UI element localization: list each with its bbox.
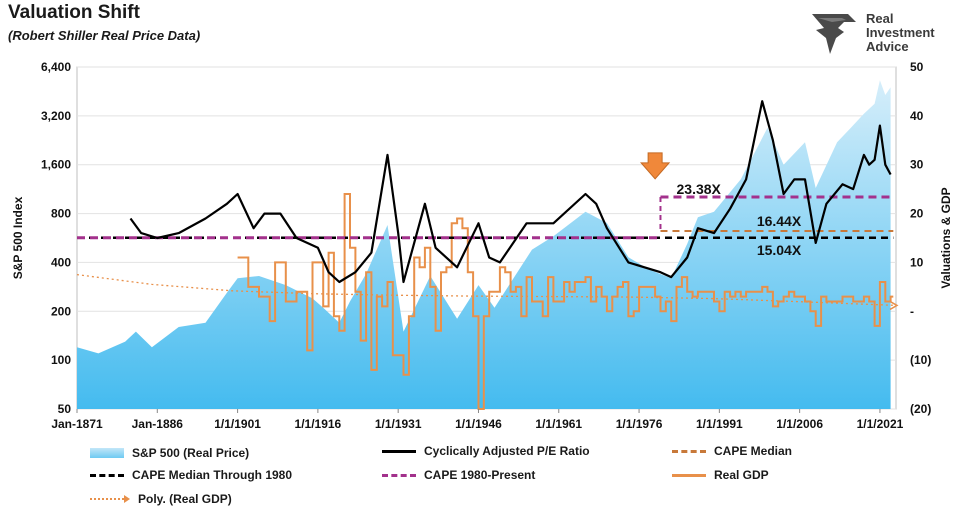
legend-label: Real GDP [714, 468, 769, 482]
real-gdp-line [237, 193, 894, 410]
legend-swatch-area [90, 448, 124, 458]
legend-item-cape-1980-present: CAPE 1980-Present [382, 468, 535, 482]
chart-subtitle: (Robert Shiller Real Price Data) [8, 28, 201, 43]
right-axis-label: Valuations & GDP [939, 187, 953, 288]
legend-item-poly-gdp: Poly. (Real GDP) [90, 492, 232, 506]
chart-legend: S&P 500 (Real Price) Cyclically Adjusted… [0, 440, 964, 517]
x-axis-tick: 1/1/1916 [295, 417, 342, 431]
right-axis-tick: 20 [910, 207, 924, 221]
legend-swatch-dash [90, 473, 124, 477]
annotation-label: 16.44X [757, 213, 802, 229]
x-axis-tick: 1/1/1931 [375, 417, 422, 431]
chart-title: Valuation Shift [8, 2, 140, 23]
left-axis-tick: 6,400 [41, 60, 71, 74]
legend-item-cape-median: CAPE Median [672, 444, 792, 458]
left-axis-tick: 800 [51, 207, 71, 221]
eagle-icon [812, 14, 856, 54]
right-axis-tick: 10 [910, 255, 924, 269]
legend-item-cape: Cyclically Adjusted P/E Ratio [382, 444, 590, 458]
legend-item-median-1980: CAPE Median Through 1980 [90, 468, 292, 482]
trend-arrow-icon [889, 300, 899, 311]
down-arrow-icon [640, 152, 671, 180]
left-axis-tick: 1,600 [41, 158, 71, 172]
left-axis-tick: 3,200 [41, 109, 71, 123]
legend-label: CAPE Median [714, 444, 793, 458]
x-axis-tick: 1/1/1901 [214, 417, 261, 431]
right-axis-tick: - [910, 304, 914, 318]
right-axis-tick: 30 [910, 158, 924, 172]
left-axis-tick: 200 [51, 304, 71, 318]
left-axis-tick: 50 [58, 402, 72, 416]
legend-item-real-gdp: Real GDP [672, 468, 769, 482]
annotation-label: 23.38X [677, 181, 722, 197]
legend-swatch-dash [672, 449, 706, 453]
left-axis-tick: 400 [51, 255, 71, 269]
brand-line-2: Investment [866, 25, 935, 40]
legend-swatch-dotted [90, 498, 124, 500]
x-axis-tick: 1/1/2006 [776, 417, 823, 431]
x-axis-tick: 1/1/1946 [455, 417, 502, 431]
legend-label: Poly. (Real GDP) [138, 492, 232, 506]
brand-logo: Real Investment Advice [808, 8, 958, 60]
right-axis-tick: 50 [910, 60, 924, 74]
cape-line [129, 100, 892, 284]
legend-swatch-line [672, 473, 706, 477]
legend-label: CAPE Median Through 1980 [132, 468, 293, 482]
legend-swatch-line [382, 449, 416, 453]
right-axis-tick: (20) [910, 402, 931, 416]
x-axis-tick: Jan-1886 [132, 417, 184, 431]
sp500-area [77, 80, 891, 410]
right-axis-tick: 40 [910, 109, 924, 123]
brand-line-3: Advice [866, 39, 909, 54]
legend-item-sp500: S&P 500 (Real Price) [90, 446, 249, 460]
left-axis-tick: 100 [51, 353, 71, 367]
legend-label: CAPE 1980-Present [424, 468, 536, 482]
x-axis-tick: 1/1/1976 [616, 417, 663, 431]
x-axis-tick: 1/1/2021 [857, 417, 904, 431]
x-axis-tick: Jan-1871 [51, 417, 103, 431]
x-axis-tick: 1/1/1961 [535, 417, 582, 431]
valuation-chart: 23.38X 16.44X 15.04X 6,400 3,200 1,600 800 400… [11, 60, 953, 431]
legend-arrow-icon [124, 495, 130, 503]
brand-line-1: Real [866, 11, 894, 26]
x-axis-tick: 1/1/1991 [696, 417, 743, 431]
annotation-label: 15.04X [757, 242, 802, 258]
legend-swatch-dash [382, 473, 416, 477]
legend-label: Cyclically Adjusted P/E Ratio [424, 444, 590, 458]
legend-label: S&P 500 (Real Price) [132, 446, 250, 460]
right-axis-tick: (10) [910, 353, 931, 367]
left-axis-label: S&P 500 Index [11, 196, 25, 279]
